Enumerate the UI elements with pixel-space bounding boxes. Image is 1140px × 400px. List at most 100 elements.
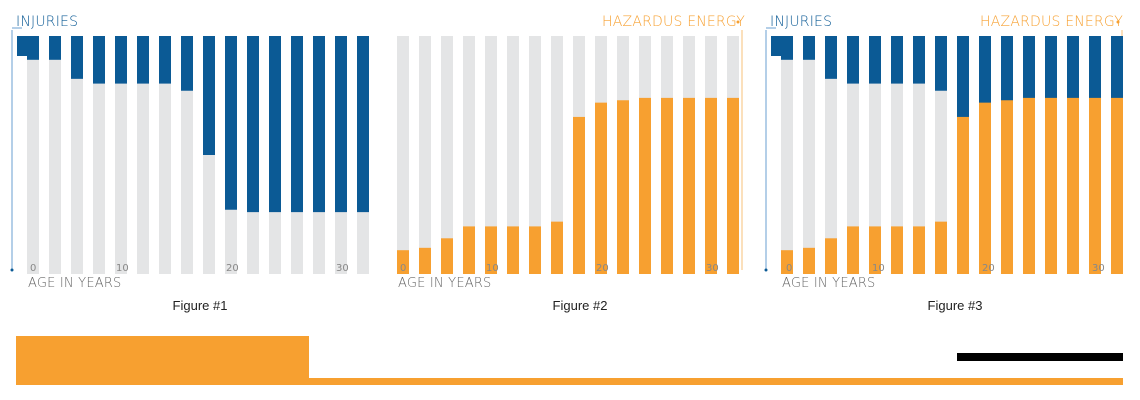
figure-3-injuries-bar <box>825 36 837 79</box>
figure-3: INJURIES HAZARDUS ENERGY 0 10 20 30 AGE … <box>762 0 1137 320</box>
figure-2-xlabel: AGE IN YEARS <box>398 276 492 291</box>
figure-1-plot <box>10 27 369 274</box>
figure-1-xlabel: AGE IN YEARS <box>28 276 122 291</box>
figure-1-injuries-bar <box>203 36 215 155</box>
figure-1-injuries-bar <box>159 36 171 84</box>
figure-1-injuries-bar <box>225 36 237 210</box>
figure-3-hazard-bar <box>935 221 947 274</box>
figure-1-injuries-bar <box>115 36 127 84</box>
figure-1-caption: Figure #1 <box>172 298 228 313</box>
figure-1-bar-bg <box>181 36 193 274</box>
figure-3-injuries-bar <box>869 36 881 84</box>
figure-1-bar-bg <box>27 36 39 274</box>
figure-3-bar-bg <box>825 36 837 274</box>
figure-1-injuries-bar <box>335 36 347 213</box>
figure-1-tick-30: 30 <box>336 263 349 274</box>
figure-3-bar-bg <box>869 36 881 274</box>
figure-3-tick-0: 0 <box>786 263 793 274</box>
figure-1-injuries-bar <box>313 36 325 213</box>
figure-3-hazard-bar <box>847 226 859 274</box>
figure-2-hazard-bar <box>639 97 651 274</box>
figure-3-hazard-bar <box>1023 97 1035 274</box>
figure-3-hazard-bar <box>1067 97 1079 274</box>
figure-2-hazard-bar <box>595 102 607 274</box>
figure-3-hazard-bar <box>869 226 881 274</box>
figure-2-hazard-dot <box>736 20 740 24</box>
figure-3-bar-bg <box>803 36 815 274</box>
figure-2-tick-0: 0 <box>400 263 407 274</box>
figure-3-xlabel: AGE IN YEARS <box>782 276 876 291</box>
figure-1-bar-bg <box>115 36 127 274</box>
figure-3-injuries-bar <box>781 36 793 60</box>
figure-3-injuries-bar <box>803 36 815 60</box>
figure-3-axis-dot <box>764 268 768 272</box>
figure-3-tick-20: 20 <box>982 263 995 274</box>
figure-1-axis-dot <box>10 268 14 272</box>
figure-3-hazard-bar <box>781 250 793 274</box>
figure-1-bar-bg <box>137 36 149 274</box>
figure-1-injuries-bar <box>93 36 105 84</box>
figure-3-hazard-label: HAZARDUS ENERGY <box>980 14 1123 30</box>
figure-3-injuries-label: INJURIES <box>770 14 833 30</box>
figure-1-injuries-bar <box>247 36 259 213</box>
figure-2-bar-bg <box>507 36 519 274</box>
figure-1-bar-bg <box>159 36 171 274</box>
footer-black-bar <box>957 353 1123 361</box>
figure-3-tick-30: 30 <box>1092 263 1105 274</box>
figure-2-bar-bg <box>419 36 431 274</box>
figure-1-tick-10: 10 <box>116 263 129 274</box>
figure-3-injuries-bar <box>935 36 947 91</box>
figure-2-hazard-bar <box>397 250 409 274</box>
figure-2-hazard-bar <box>485 226 497 274</box>
figure-3-bar-bg <box>935 36 947 274</box>
figure-3-edge-mark <box>771 36 781 56</box>
figure-2-bar-bg <box>529 36 541 274</box>
figure-2-tick-30: 30 <box>706 263 719 274</box>
figure-2-bar-bg <box>551 36 563 274</box>
figure-2-hazard-bar <box>573 116 585 274</box>
figure-3-caption: Figure #3 <box>927 298 983 313</box>
figure-3-injuries-bar <box>847 36 859 84</box>
figure-2-hazard-label: HAZARDUS ENERGY <box>602 14 745 30</box>
figure-1-injuries-bar <box>137 36 149 84</box>
figure-3-hazard-bar <box>803 247 815 274</box>
figure-3-bar-bg <box>847 36 859 274</box>
figure-3-tick-10: 10 <box>872 263 885 274</box>
figure-3-hazard-bar <box>957 116 969 274</box>
figure-2-hazard-bar <box>441 238 453 274</box>
figure-3-hazard-bar <box>913 226 925 274</box>
figure-1-injuries-bar <box>49 36 61 60</box>
figure-1-injuries-bar <box>357 36 369 213</box>
figure-2-hazard-bar <box>529 226 541 274</box>
figure-1-injuries-bar <box>269 36 281 213</box>
figure-2-bar-bg <box>397 36 409 274</box>
figure-1: INJURIES 0 10 20 30 AGE IN YEARS <box>10 0 385 320</box>
figure-2-tick-10: 10 <box>486 263 499 274</box>
figure-3-hazard-dot <box>1116 20 1120 24</box>
figure-1-bar-bg <box>93 36 105 274</box>
figure-1-tick-0: 0 <box>30 263 37 274</box>
figure-3-plot <box>764 20 1123 274</box>
figure-2-hazard-bar <box>661 97 673 274</box>
figure-3-bar-bg <box>913 36 925 274</box>
figure-1-bar-bg <box>49 36 61 274</box>
figure-3-hazard-bar <box>1111 97 1123 274</box>
figure-1-injuries-bar <box>181 36 193 91</box>
figure-3-injuries-bar <box>891 36 903 84</box>
figure-3-hazard-bar <box>825 238 837 274</box>
figure-1-injuries-bar <box>27 36 39 60</box>
figure-2-bar-bg <box>463 36 475 274</box>
figure-2-hazard-bar <box>463 226 475 274</box>
figure-2: HAZARDUS ENERGY 0 10 20 30 AGE IN YEARS <box>392 0 767 320</box>
figure-3-hazard-bar <box>891 226 903 274</box>
figure-3-injuries-bar <box>913 36 925 84</box>
footer-orange-line <box>16 378 1123 385</box>
figure-2-caption: Figure #2 <box>552 298 608 313</box>
figure-2-hazard-bar <box>727 97 739 274</box>
figure-2-hazard-bar <box>705 97 717 274</box>
figure-2-hazard-bar <box>419 247 431 274</box>
figure-1-edge-mark <box>17 36 27 56</box>
figure-3-hazard-bar <box>1089 97 1101 274</box>
figure-1-injuries-bar <box>291 36 303 213</box>
figure-3-hazard-bar <box>1001 100 1013 274</box>
